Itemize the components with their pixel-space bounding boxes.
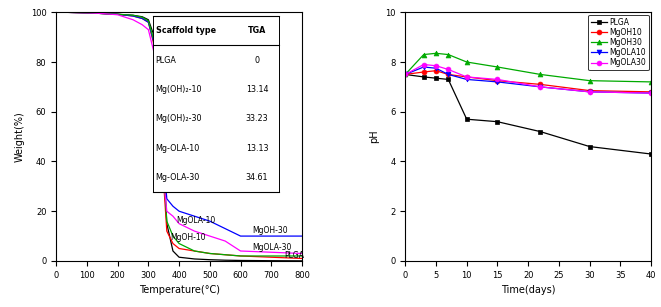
MgOLA30 (537, 85, 545, 89)
MgOH30 (586, 79, 594, 83)
Text: Mg-OLA-10: Mg-OLA-10 (156, 144, 200, 153)
MgOLA10 (463, 78, 471, 81)
MgOLA10 (586, 90, 594, 94)
Text: PLGA: PLGA (156, 56, 176, 64)
Text: Scaffold type: Scaffold type (156, 26, 216, 35)
MgOH10 (401, 73, 409, 76)
MgOH30 (432, 52, 440, 55)
Y-axis label: pH: pH (369, 130, 379, 143)
MgOLA30 (647, 91, 655, 95)
MgOLA10 (420, 65, 428, 69)
MgOLA30 (494, 78, 502, 81)
Text: 13.14: 13.14 (246, 85, 268, 94)
Text: Mg-OLA-30: Mg-OLA-30 (156, 173, 200, 182)
PLGA (537, 130, 545, 134)
MgOH30 (537, 73, 545, 76)
Text: MgOH-10: MgOH-10 (171, 233, 206, 242)
Text: MgOLA-10: MgOLA-10 (176, 216, 215, 225)
Line: PLGA: PLGA (403, 72, 654, 157)
Text: 33.23: 33.23 (246, 114, 268, 123)
Text: Mg(OH)₂-10: Mg(OH)₂-10 (156, 85, 202, 94)
Line: MgOLA30: MgOLA30 (403, 62, 654, 95)
MgOLA30 (463, 75, 471, 79)
MgOLA10 (432, 66, 440, 70)
X-axis label: Time(days): Time(days) (501, 285, 555, 295)
MgOH10 (537, 83, 545, 86)
MgOH10 (647, 90, 655, 94)
PLGA (401, 73, 409, 76)
Y-axis label: Weight(%): Weight(%) (15, 111, 25, 162)
Text: 34.61: 34.61 (246, 173, 268, 182)
Polygon shape (153, 16, 279, 192)
MgOLA30 (420, 63, 428, 66)
MgOH30 (401, 73, 409, 76)
MgOH10 (494, 79, 502, 83)
Text: 13.13: 13.13 (246, 144, 268, 153)
PLGA (444, 78, 452, 81)
Text: MgOH-30: MgOH-30 (253, 226, 288, 235)
MgOH30 (494, 65, 502, 69)
Text: TGA: TGA (248, 26, 266, 35)
MgOLA10 (647, 91, 655, 95)
MgOLA10 (401, 73, 409, 76)
MgOH10 (420, 70, 428, 74)
MgOLA30 (432, 64, 440, 68)
MgOH30 (647, 80, 655, 84)
Text: MgOLA-30: MgOLA-30 (253, 243, 292, 251)
MgOH10 (444, 73, 452, 76)
PLGA (432, 76, 440, 80)
MgOH10 (432, 69, 440, 72)
PLGA (647, 152, 655, 156)
Text: 0: 0 (254, 56, 260, 64)
Text: PLGA: PLGA (284, 251, 304, 260)
MgOH10 (463, 75, 471, 79)
Line: MgOH30: MgOH30 (403, 51, 654, 84)
MgOLA10 (494, 80, 502, 84)
MgOLA30 (401, 73, 409, 76)
MgOLA30 (444, 68, 452, 71)
PLGA (494, 120, 502, 123)
PLGA (420, 75, 428, 79)
PLGA (586, 145, 594, 148)
X-axis label: Temperature(°C): Temperature(°C) (139, 285, 219, 295)
MgOLA10 (444, 73, 452, 76)
MgOLA30 (586, 90, 594, 94)
Line: MgOLA10: MgOLA10 (403, 64, 654, 95)
MgOH30 (444, 53, 452, 56)
Text: Mg(OH)₂-30: Mg(OH)₂-30 (156, 114, 202, 123)
MgOH30 (463, 60, 471, 64)
Legend: PLGA, MgOH10, MgOH30, MgOLA10, MgOLA30: PLGA, MgOH10, MgOH30, MgOLA10, MgOLA30 (588, 14, 649, 70)
PLGA (463, 117, 471, 121)
Line: MgOH10: MgOH10 (403, 68, 654, 94)
MgOLA10 (537, 85, 545, 89)
MgOH10 (586, 89, 594, 92)
MgOH30 (420, 53, 428, 56)
